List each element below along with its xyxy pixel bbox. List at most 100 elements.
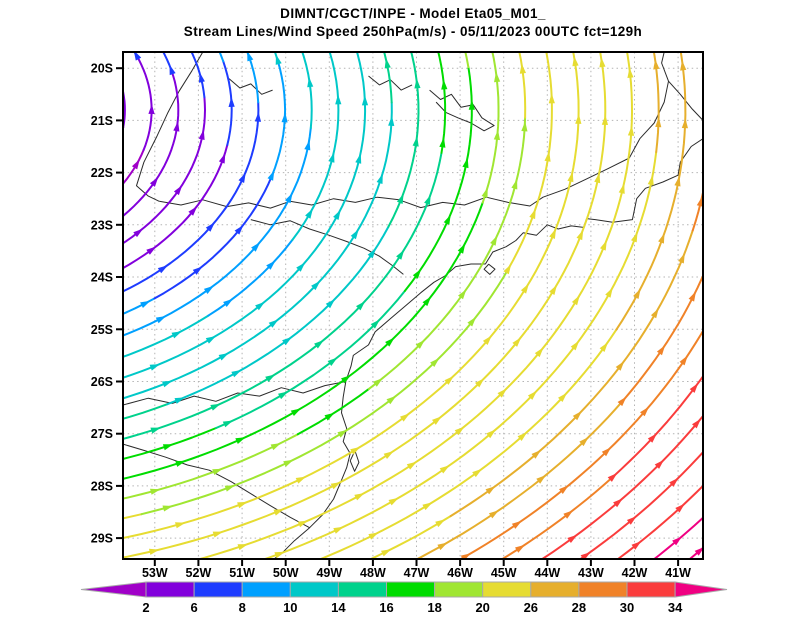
colorbar-tick-label: 6 [190,600,197,615]
streamline-segment [291,52,340,241]
streamline-segment [135,54,153,151]
streamline-segment [273,52,279,62]
streamline-segment [123,297,156,315]
lon-tick-label: 49W [316,566,342,580]
streamline-segment [123,126,125,133]
streamline-segment [481,52,500,204]
colorbar-tick-label: 18 [427,600,441,615]
streamline-segment [123,144,229,270]
streamline-arrowhead [712,235,718,246]
axis-ticks [116,67,680,566]
colorbar-segment [289,581,339,598]
colorbar-segment [386,581,436,598]
colorbar-segment [626,581,676,598]
lat-tick-label: 20S [91,62,113,76]
streamline-segment [383,52,393,104]
lon-tick-label: 46W [447,566,473,580]
colorbar-segment [337,581,387,598]
streamline-segment [123,52,367,379]
colorbar-tick-label: 10 [283,600,297,615]
streamline-segment [123,101,260,293]
lon-tick-label: 41W [665,566,691,580]
colorbar-segment [241,581,291,598]
lat-tick-label: 26S [91,375,113,389]
lon-tick-label: 53W [142,566,168,580]
streamline-segment [190,52,206,99]
colorbar-tick-label: 16 [379,600,393,615]
streamline-segment [705,568,714,575]
streamline-segment [123,427,218,460]
lon-tick-label: 50W [273,566,299,580]
streamline-segment [123,127,312,337]
streamline-segment [415,400,624,559]
streamline-segment [318,328,618,559]
colorbar-tick-label: 2 [142,600,149,615]
streamline-segment [367,116,527,390]
colorbar-tick-label: 28 [572,600,586,615]
streamline-segment [123,149,145,186]
lat-tick-label: 28S [91,479,113,493]
lake-outline [228,78,273,95]
streamline-segment [123,52,607,559]
streamline-segment [611,374,703,478]
map-outlines [123,52,703,559]
lon-tick-label: 52W [186,566,212,580]
streamline-arrowhead [707,437,716,447]
lat-tick-label: 24S [91,271,113,285]
streamline-arrowhead [353,38,359,49]
streamline-segment [262,151,658,559]
streamline-arrowhead [117,131,123,142]
streamline-segment [207,238,294,317]
colorbar-segment [193,581,243,598]
state-border [250,219,404,275]
streamline-segment [296,387,370,436]
wind-speed-colorbar: 2 6 8 10 14 16 18 20 26 28 30 34 [80,581,728,615]
colorbar-segment [434,581,484,598]
state-border [159,52,669,209]
streamline-segment [403,66,473,292]
island-outline [349,451,360,472]
streamline-segment [123,513,143,520]
colorbar-segment [145,581,195,598]
streamline-segment [652,516,703,559]
streamline-segment [507,52,553,271]
lat-tick-label: 23S [91,218,113,232]
streamline-segment [688,546,703,559]
colorbar-tick-label: 8 [239,600,246,615]
streamline-segment [387,52,420,228]
colorbar-tick-label: 14 [331,600,346,615]
lat-tick-label: 21S [91,114,113,128]
streamline-segment [540,414,703,559]
streamline-segment [301,52,313,129]
map-frame [122,51,704,560]
streamline-segment [449,229,694,518]
colorbar-segment [482,581,532,598]
lon-tick-label: 48W [360,566,386,580]
streamline-segment [652,52,660,153]
colorbar-tick-label: 30 [620,600,634,615]
streamline-segment [578,450,703,559]
colorbar-high-arrow [674,581,728,598]
coastline [273,138,703,559]
colorbar-low-arrow [80,581,147,598]
streamline-segment [368,515,452,559]
lat-tick-label: 22S [91,166,113,180]
colorbar-tick-label: 34 [668,600,683,615]
chart-title-line1: DIMNT/CGCT/INPE - Model Eta05_M01_ [280,6,546,21]
lake-outline [429,89,495,132]
streamline-arrowhead [709,81,715,91]
streamline-segment [162,52,173,72]
streamline-segment [437,52,447,154]
axis-tick-labels: 20S 21S 22S 23S 24S 25S 26S 27S 28S 29S 53W 52W 51W 5… [91,62,691,580]
lon-tick-label: 42W [622,566,648,580]
streamline-segment [222,60,233,146]
lon-tick-label: 47W [404,566,430,580]
streamline-segment [691,187,703,232]
streamline-segment [246,52,260,104]
streamline-segment [123,314,210,358]
streamline-segment [166,225,390,406]
colorbar-tick-label: 20 [475,600,489,615]
streamline-segment [459,329,703,559]
streamline-segment [215,289,406,429]
